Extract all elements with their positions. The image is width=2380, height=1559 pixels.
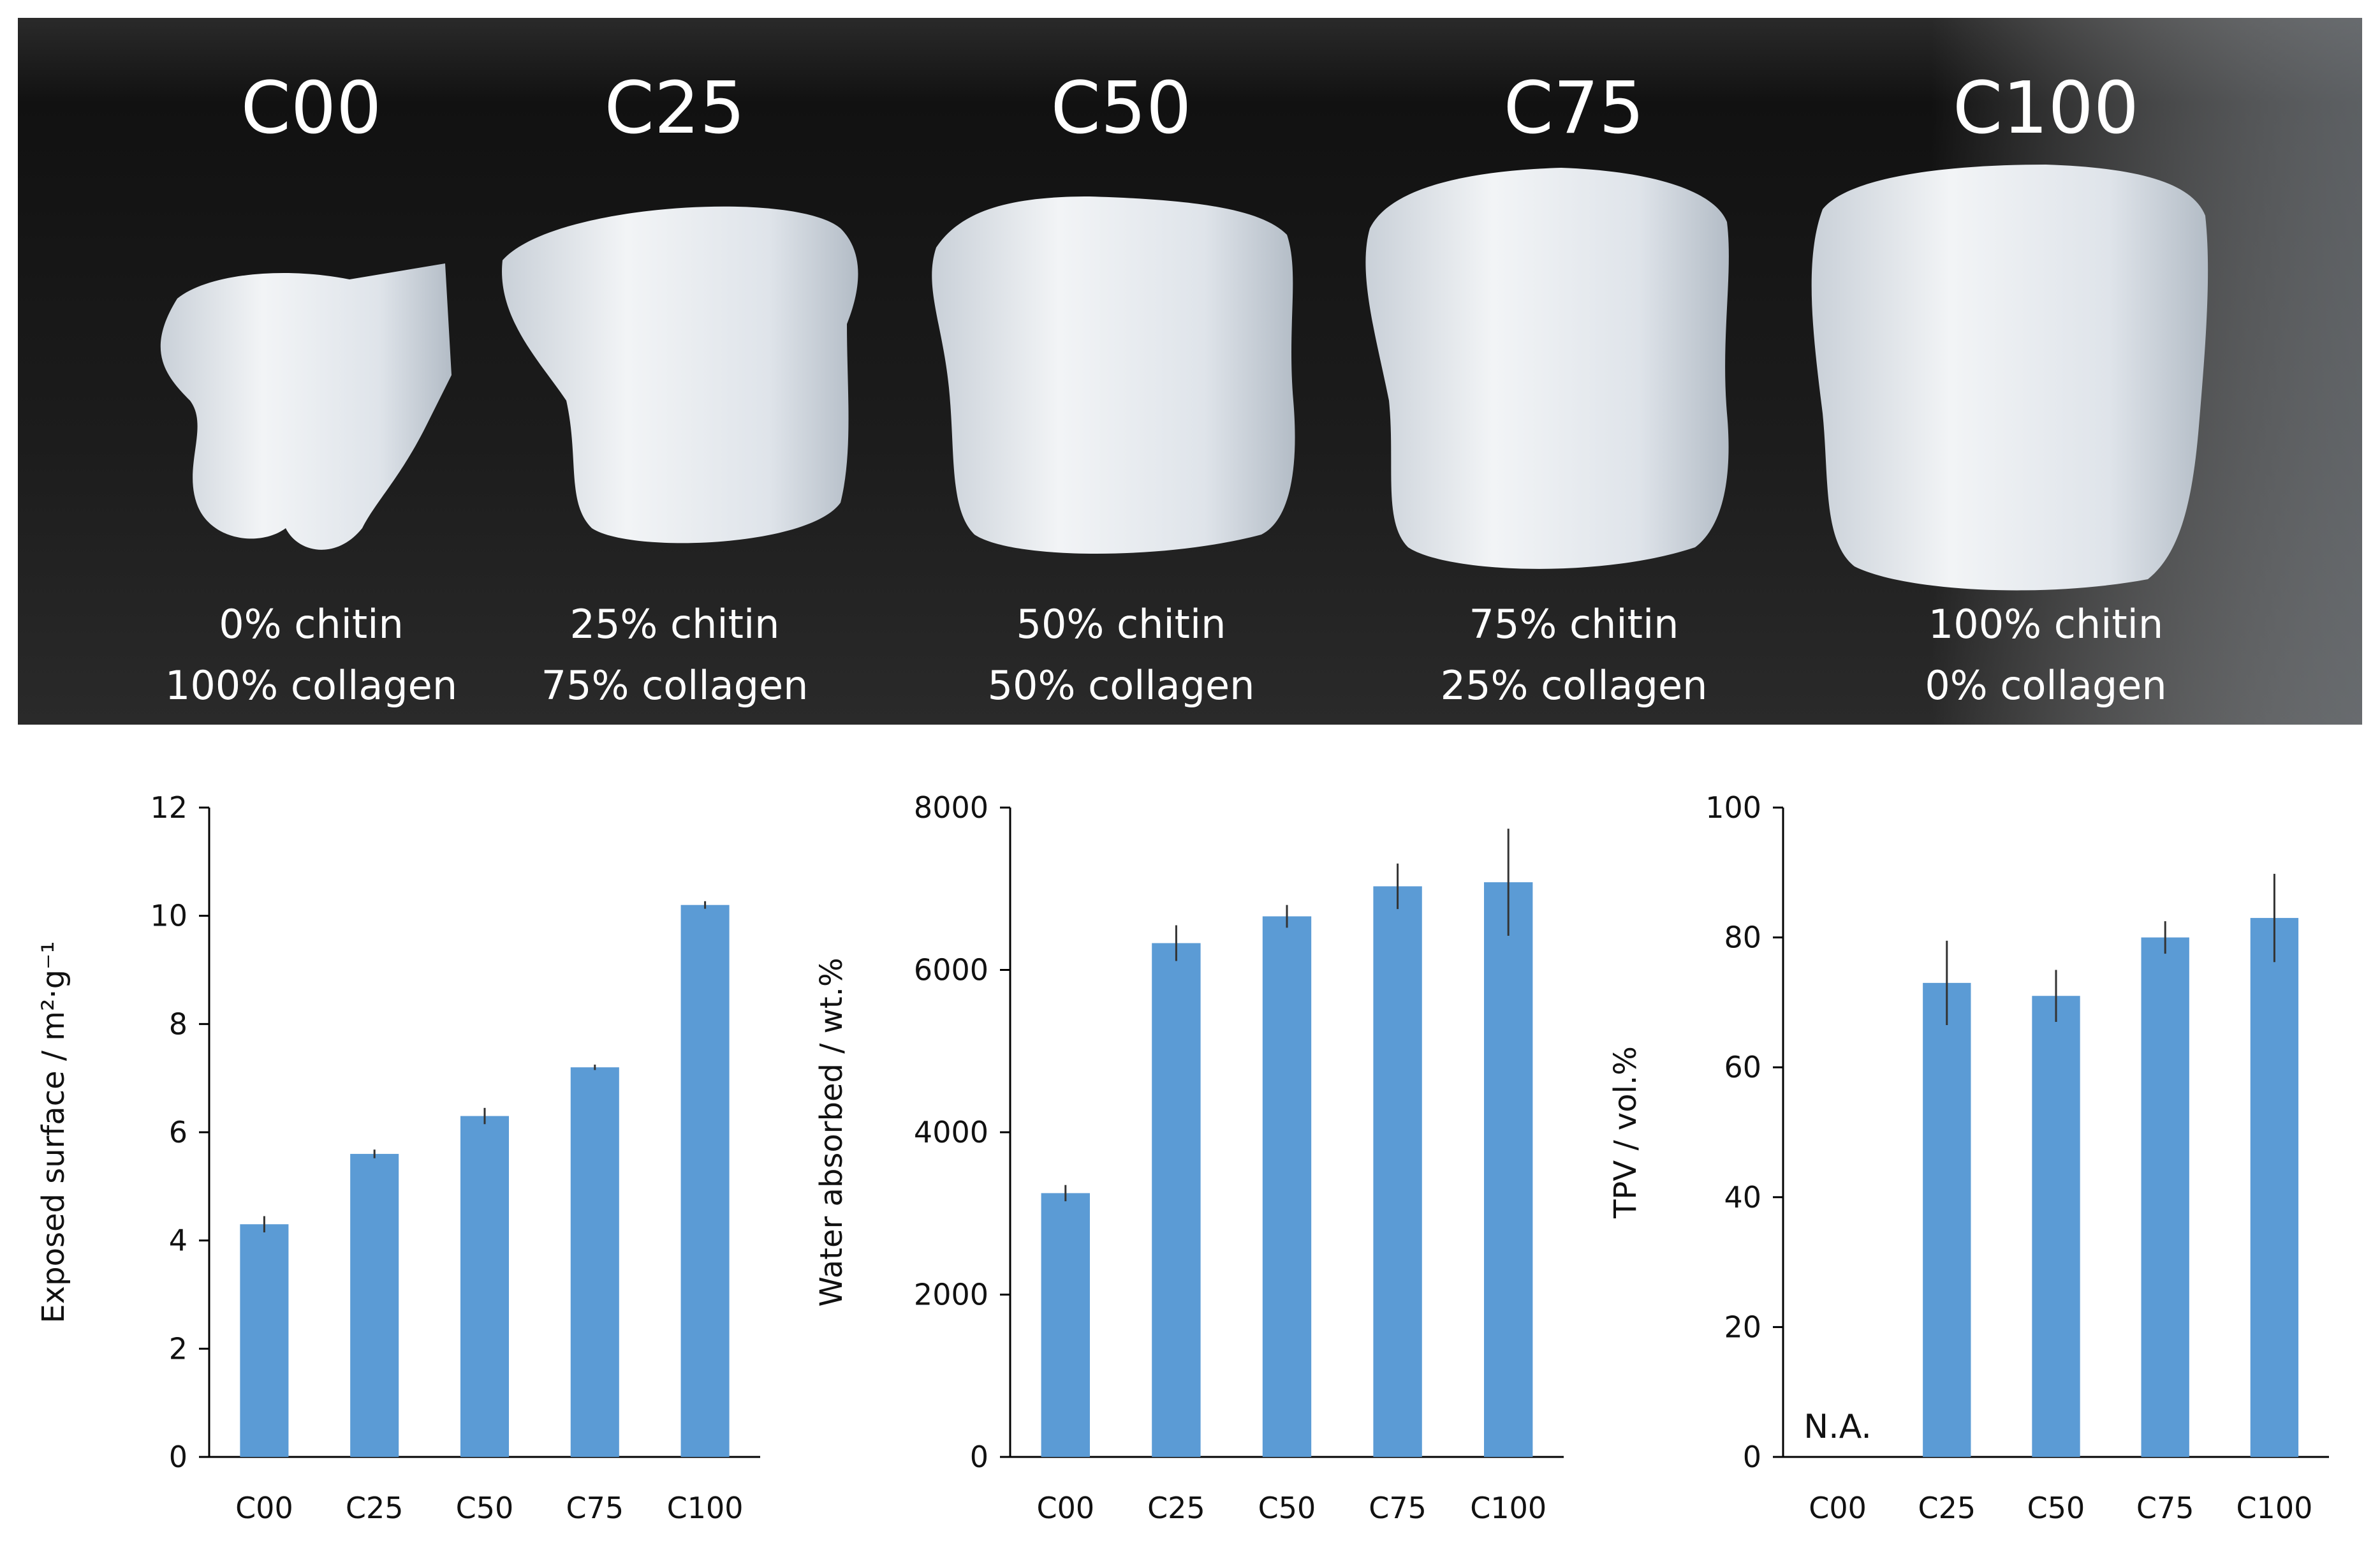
bar-c75: [570, 1067, 619, 1457]
x-tick-label: C00: [1809, 1491, 1867, 1525]
bar-c100: [1484, 882, 1533, 1457]
sample-code-label: C50: [1051, 67, 1192, 150]
y-tick-label: 0: [970, 1440, 988, 1474]
y-axis-label: TPV / vol.%: [1608, 1046, 1643, 1219]
y-axis-label: Exposed surface / m²·g⁻¹: [36, 941, 71, 1323]
x-tick-label: C00: [1036, 1491, 1094, 1525]
bar-c00: [1041, 1193, 1090, 1457]
chitin-percent-label: 50% chitin: [1017, 601, 1226, 647]
sample-photo-svg: C00 0% chitin 100% collagen C25 25% chitin 75…: [18, 18, 2362, 725]
collagen-percent-label: 50% collagen: [988, 662, 1255, 709]
y-tick-label: 60: [1724, 1050, 1761, 1084]
exposed-surface-chart: 0 2 4 6 8 10 12 Exposed surface / m²·g⁻¹ C00 C25 C…: [36, 790, 760, 1525]
collagen-percent-label: 75% collagen: [541, 662, 809, 709]
sample-c25-scaffold: [502, 206, 858, 543]
sample-code-label: C75: [1504, 67, 1645, 150]
x-tick-label: C75: [566, 1491, 624, 1525]
sample-code-label: C100: [1953, 67, 2139, 150]
chitin-percent-label: 100% chitin: [1928, 601, 2163, 647]
x-tick-label: C75: [1369, 1491, 1427, 1525]
bar-c50: [1262, 916, 1312, 1457]
sample-code-label: C00: [241, 67, 382, 150]
bar-c75: [1373, 886, 1422, 1457]
x-tick-label: C25: [346, 1491, 404, 1525]
y-tick-label: 100: [1705, 790, 1761, 825]
charts-svg: 0 2 4 6 8 10 12 Exposed surface / m²·g⁻¹ C00 C25 C…: [36, 790, 2329, 1525]
y-tick-label: 4000: [914, 1115, 988, 1149]
y-tick-label: 0: [169, 1440, 187, 1474]
x-tick-label: C50: [456, 1491, 514, 1525]
sample-c50-scaffold: [932, 196, 1295, 554]
y-tick-label: 8000: [914, 790, 988, 825]
chitin-percent-label: 75% chitin: [1469, 601, 1679, 647]
bar-c25: [1923, 982, 1971, 1457]
x-tick-label: C100: [2236, 1491, 2312, 1525]
sample-c75-scaffold: [1365, 168, 1729, 569]
collagen-percent-label: 25% collagen: [1441, 662, 1708, 709]
chitin-percent-label: 0% chitin: [219, 601, 404, 647]
x-tick-label: C25: [1147, 1491, 1205, 1525]
sample-code-label: C25: [605, 67, 746, 150]
x-tick-label: C100: [667, 1491, 744, 1525]
y-tick-label: 20: [1724, 1310, 1761, 1344]
bar-c00: [240, 1224, 289, 1457]
water-absorbed-chart: 0 2000 4000 6000 8000 Water absorbed / wt.% C0…: [814, 790, 1564, 1525]
collagen-percent-label: 0% collagen: [1925, 662, 2166, 709]
y-tick-label: 40: [1724, 1180, 1761, 1215]
sample-labels: C00 0% chitin 100% collagen C25 25% chitin 75…: [165, 67, 2167, 709]
y-tick-label: 12: [150, 790, 187, 825]
y-tick-label: 4: [169, 1223, 187, 1258]
y-tick-label: 0: [1743, 1440, 1761, 1474]
bar-c75: [2141, 937, 2189, 1457]
sample-c100-scaffold: [1811, 165, 2208, 591]
tpv-chart: 0 20 40 60 80 100 TPV / vol.% C00 C25 C50 C75 C100 N…: [1608, 790, 2329, 1525]
collagen-percent-label: 100% collagen: [165, 662, 457, 709]
sample-c00-scaffold: [160, 263, 452, 550]
x-tick-label: C75: [2136, 1491, 2194, 1525]
charts-panel: 0 2 4 6 8 10 12 Exposed surface / m²·g⁻¹ C00 C25 C…: [0, 725, 2380, 1556]
y-tick-label: 2000: [914, 1278, 988, 1312]
y-tick-label: 6000: [914, 953, 988, 987]
bar-c100: [680, 905, 730, 1457]
x-tick-label: C00: [235, 1491, 293, 1525]
y-axis-label: Water absorbed / wt.%: [814, 957, 849, 1306]
bar-c50: [460, 1116, 510, 1457]
sample-photo: C00 0% chitin 100% collagen C25 25% chitin 75…: [18, 18, 2362, 725]
bar-c100: [2250, 918, 2299, 1457]
y-tick-label: 80: [1724, 920, 1761, 955]
bar-c25: [350, 1153, 399, 1457]
not-available-annotation: N.A.: [1803, 1408, 1872, 1446]
bar-c25: [1152, 943, 1201, 1457]
x-tick-label: C100: [1470, 1491, 1546, 1525]
x-tick-label: C50: [2027, 1491, 2085, 1525]
y-tick-label: 10: [150, 899, 187, 933]
bar-c50: [2032, 996, 2080, 1457]
chitin-percent-label: 25% chitin: [570, 601, 780, 647]
y-tick-label: 2: [169, 1331, 187, 1366]
y-tick-label: 6: [169, 1115, 187, 1149]
x-tick-label: C25: [1918, 1491, 1976, 1525]
y-tick-label: 8: [169, 1007, 187, 1041]
x-tick-label: C50: [1258, 1491, 1316, 1525]
